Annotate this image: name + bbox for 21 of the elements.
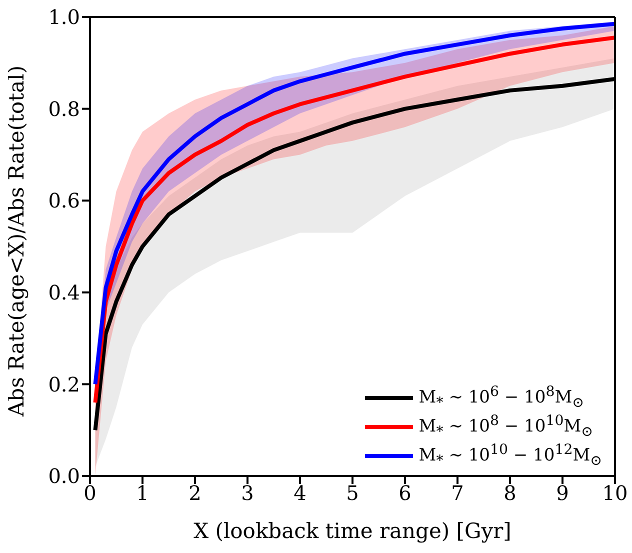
legend-label: M$_{*}$ ∼ 10$^{8}$ − 10$^{10}$M$_{⊙}$ xyxy=(418,412,593,440)
x-tick-label: 8 xyxy=(504,481,516,506)
x-tick-label: 7 xyxy=(451,481,464,506)
y-tick-label: 0.4 xyxy=(48,280,80,304)
y-tick-label: 0.2 xyxy=(48,372,80,396)
x-tick-label: 5 xyxy=(346,481,359,506)
y-tick-label: 1.0 xyxy=(48,5,80,30)
y-tick-label: 0.0 xyxy=(48,464,80,488)
x-tick-label: 1 xyxy=(136,481,149,506)
x-tick-label: 2 xyxy=(188,481,202,506)
y-tick-label: 0.8 xyxy=(48,96,80,121)
x-axis-title: X (lookback time range) [Gyr] xyxy=(194,519,512,543)
x-tick-label: 0 xyxy=(84,481,96,506)
x-tick-label: 3 xyxy=(241,481,254,506)
legend-label: M$_{*}$ ∼ 10$^{10}$ − 10$^{12}$M$_{⊙}$ xyxy=(418,442,602,470)
y-tick-label: 0.6 xyxy=(48,188,80,213)
x-tick-label: 10 xyxy=(602,481,628,506)
x-tick-label: 4 xyxy=(294,481,306,506)
legend-label: M$_{*}$ ∼ 10$^{6}$ − 10$^{8}$M$_{⊙}$ xyxy=(418,384,584,412)
x-tick-label: 9 xyxy=(556,481,569,506)
x-tick-label: 6 xyxy=(398,481,412,506)
